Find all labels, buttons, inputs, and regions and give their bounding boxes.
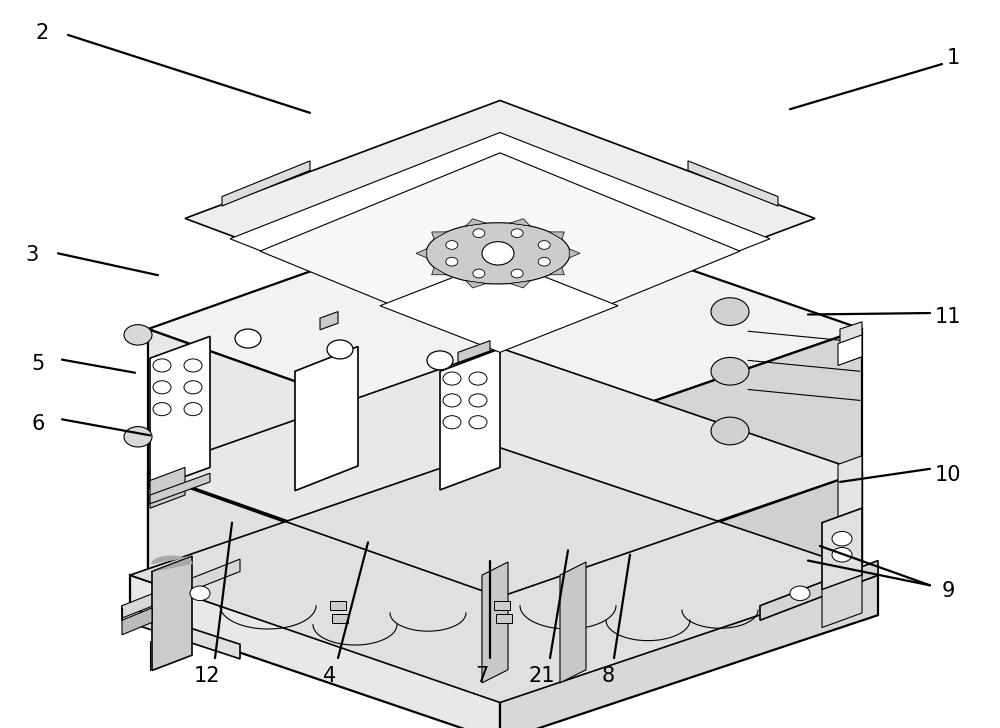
Circle shape (469, 394, 487, 407)
Polygon shape (295, 347, 358, 491)
Polygon shape (482, 562, 508, 683)
Polygon shape (432, 232, 447, 240)
Circle shape (124, 427, 152, 447)
Polygon shape (122, 559, 240, 618)
Circle shape (446, 241, 458, 250)
Text: 1: 1 (946, 48, 960, 68)
Circle shape (832, 531, 852, 546)
Circle shape (511, 229, 523, 237)
Polygon shape (148, 329, 500, 700)
Circle shape (443, 372, 461, 385)
Polygon shape (549, 267, 564, 274)
Polygon shape (822, 575, 862, 628)
Bar (496, 614, 512, 623)
Polygon shape (510, 281, 530, 288)
Circle shape (184, 381, 202, 394)
Polygon shape (416, 249, 427, 258)
Polygon shape (466, 281, 486, 288)
Circle shape (711, 298, 749, 325)
Circle shape (711, 357, 749, 385)
Bar (330, 601, 346, 610)
Polygon shape (466, 218, 486, 226)
Circle shape (153, 359, 171, 372)
Circle shape (711, 417, 749, 445)
Polygon shape (500, 472, 862, 700)
Circle shape (443, 394, 461, 407)
Polygon shape (840, 322, 862, 364)
Circle shape (790, 586, 810, 601)
Circle shape (153, 381, 171, 394)
Polygon shape (148, 348, 862, 596)
Circle shape (473, 229, 485, 237)
Circle shape (153, 403, 171, 416)
Text: 5: 5 (31, 354, 45, 374)
Circle shape (327, 340, 353, 359)
Circle shape (832, 547, 852, 562)
Text: 2: 2 (35, 23, 49, 43)
Polygon shape (838, 335, 862, 365)
Text: 7: 7 (475, 665, 489, 686)
Circle shape (184, 359, 202, 372)
Polygon shape (222, 161, 310, 206)
Bar (494, 601, 510, 610)
Bar (332, 614, 348, 623)
Polygon shape (549, 232, 564, 240)
Polygon shape (838, 456, 862, 526)
Polygon shape (122, 606, 240, 659)
Polygon shape (426, 223, 570, 284)
Polygon shape (130, 575, 500, 728)
Polygon shape (560, 562, 586, 683)
Circle shape (190, 586, 210, 601)
Polygon shape (185, 100, 815, 336)
Polygon shape (822, 508, 862, 590)
Circle shape (427, 351, 453, 370)
Polygon shape (122, 608, 152, 635)
Polygon shape (150, 467, 185, 508)
Circle shape (469, 416, 487, 429)
Circle shape (443, 416, 461, 429)
Circle shape (473, 269, 485, 278)
Text: 8: 8 (601, 665, 615, 686)
Circle shape (511, 269, 523, 278)
Polygon shape (510, 218, 530, 226)
Text: 12: 12 (194, 665, 220, 686)
Polygon shape (760, 561, 878, 620)
Circle shape (482, 242, 514, 265)
Polygon shape (500, 329, 862, 700)
Circle shape (124, 325, 152, 345)
Polygon shape (150, 336, 210, 489)
Polygon shape (432, 267, 447, 274)
Polygon shape (688, 161, 778, 206)
Polygon shape (148, 473, 500, 700)
Polygon shape (230, 132, 770, 345)
Circle shape (184, 403, 202, 416)
Text: 10: 10 (935, 464, 961, 485)
Polygon shape (500, 575, 878, 728)
Text: 4: 4 (323, 665, 337, 686)
Polygon shape (152, 556, 192, 571)
Polygon shape (569, 249, 580, 258)
Circle shape (538, 241, 550, 250)
Polygon shape (320, 312, 338, 330)
Circle shape (235, 329, 261, 348)
Text: 9: 9 (941, 581, 955, 601)
Text: 21: 21 (529, 665, 555, 686)
Polygon shape (440, 349, 500, 490)
Text: 6: 6 (31, 414, 45, 434)
Polygon shape (260, 153, 740, 349)
Polygon shape (458, 341, 490, 363)
Polygon shape (130, 448, 878, 703)
Circle shape (446, 257, 458, 266)
Circle shape (469, 372, 487, 385)
Polygon shape (380, 259, 618, 352)
Circle shape (538, 257, 550, 266)
Polygon shape (148, 204, 862, 454)
Text: 3: 3 (25, 245, 39, 265)
Polygon shape (150, 473, 210, 504)
Text: 11: 11 (935, 306, 961, 327)
Polygon shape (152, 556, 192, 670)
